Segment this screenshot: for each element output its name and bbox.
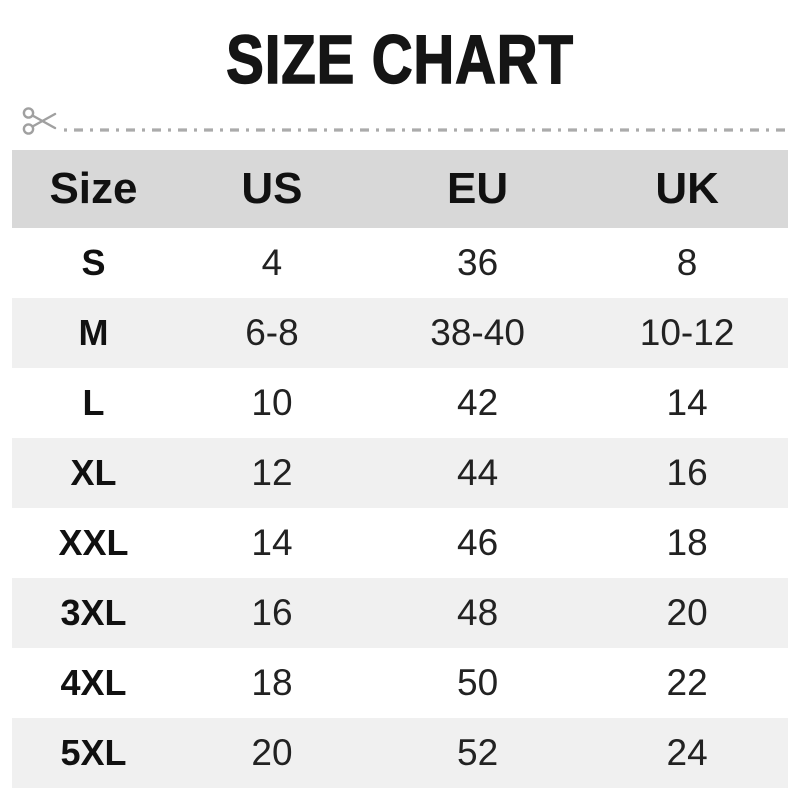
size-cell: S [81,242,106,283]
us-cell: 18 [251,662,293,703]
eu-cell: 42 [457,382,499,423]
eu-cell: 50 [457,662,499,703]
eu-cell: 44 [457,452,499,493]
eu-cell: 48 [457,592,499,633]
table-row-xl: XL 12 44 16 [12,438,788,508]
size-cell: 5XL [60,732,127,773]
table-row-3xl: 3XL 16 48 20 [12,578,788,648]
uk-cell: 20 [666,592,708,633]
size-cell: XL [70,452,117,493]
column-header-uk: UK [655,164,719,213]
us-cell: 10 [251,382,293,423]
size-table: Size US EU UK S 4 36 8 M 6-8 38-40 10-12… [12,150,788,788]
us-cell: 12 [251,452,293,493]
table-row-4xl: 4XL 18 50 22 [12,648,788,718]
size-cell: L [82,382,105,423]
cut-line [22,105,800,142]
uk-cell: 16 [666,452,708,493]
table-header-row: Size US EU UK [12,150,788,228]
column-header-us: US [241,164,303,213]
table-row-xxl: XXL 14 46 18 [12,508,788,578]
size-cell: 4XL [60,662,127,703]
us-cell: 6-8 [245,312,299,353]
dashed-cut-line [64,120,800,132]
column-header-size: Size [49,164,138,213]
uk-cell: 24 [666,732,708,773]
size-cell: 3XL [60,592,127,633]
uk-cell: 22 [666,662,708,703]
uk-cell: 8 [676,242,698,283]
table-row-s: S 4 36 8 [12,228,788,298]
eu-cell: 52 [457,732,499,773]
us-cell: 16 [251,592,293,633]
table-row-l: L 10 42 14 [12,368,788,438]
table-row-m: M 6-8 38-40 10-12 [12,298,788,368]
column-header-eu: EU [447,164,509,213]
size-cell: M [78,312,109,353]
uk-cell: 14 [666,382,708,423]
us-cell: 20 [251,732,293,773]
eu-cell: 36 [457,242,499,283]
scissors-icon [22,105,60,142]
us-cell: 4 [261,242,283,283]
us-cell: 14 [251,522,293,563]
table-row-5xl: 5XL 20 52 24 [12,718,788,788]
eu-cell: 46 [457,522,499,563]
uk-cell: 18 [666,522,708,563]
uk-cell: 10-12 [639,312,735,353]
eu-cell: 38-40 [430,312,525,353]
page-title: SIZE CHART [226,21,574,98]
size-cell: XXL [58,522,129,563]
